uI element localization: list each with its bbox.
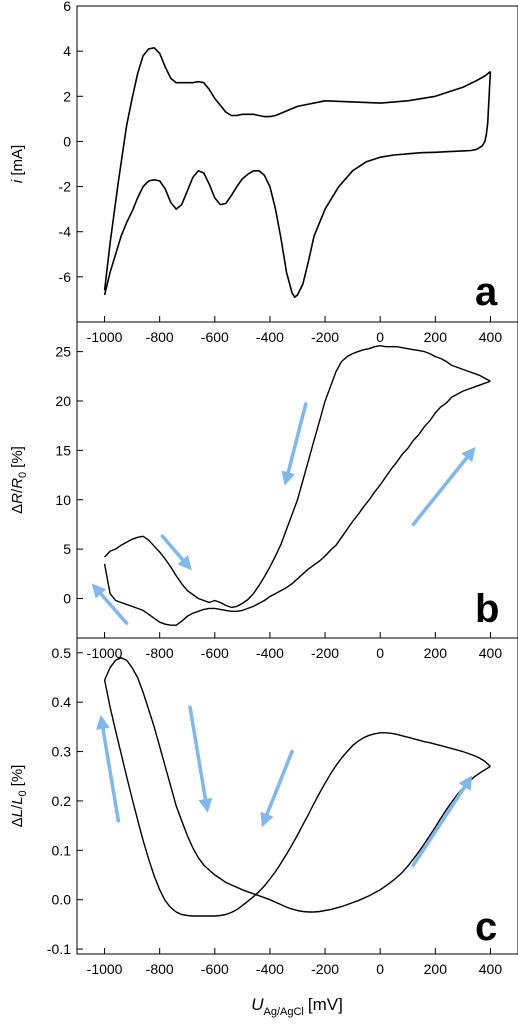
direction-arrow [411, 775, 473, 867]
series-curve-1 [103, 380, 491, 626]
x-tick-label: -600 [201, 329, 229, 345]
x-tick-label: -200 [311, 961, 339, 977]
panel-c-x-ticks: -1000 -800 -600 -400 -200 0 200 400 [87, 948, 503, 977]
x-tick-label: 0 [376, 329, 384, 345]
x-tick-label: 400 [479, 329, 503, 345]
direction-arrow [96, 715, 121, 823]
series-curve-2 [103, 71, 492, 298]
x-tick-label: -600 [201, 645, 229, 661]
panel-a-curves [103, 47, 492, 298]
y-tick-label: -2 [59, 179, 72, 195]
direction-arrow [411, 446, 476, 527]
panel-a-label: a [475, 270, 498, 314]
y-tick-label: -0.1 [47, 941, 71, 957]
series-curve-2 [104, 345, 491, 609]
x-tick-label: 0 [376, 645, 384, 661]
x-tick-label: -800 [146, 645, 174, 661]
x-tick-label: -400 [256, 961, 284, 977]
panel-b-x-ticks: -1000 -800 -600 -400 -200 0 200 400 [87, 632, 503, 661]
series-curve-2 [103, 679, 491, 917]
panel-b-label: b [475, 587, 499, 631]
y-tick-label: 15 [55, 442, 71, 458]
x-tick-label: -200 [311, 645, 339, 661]
y-tick-label: -6 [59, 269, 72, 285]
direction-arrow [260, 749, 294, 828]
x-tick-label: -800 [146, 961, 174, 977]
panel-c-arrows [96, 705, 473, 867]
y-tick-label: 25 [55, 344, 71, 360]
y-tick-label: 6 [63, 0, 71, 14]
panel-c-label: c [475, 905, 497, 949]
panel-b-y-axis-label: ΔR/R0[%] [9, 446, 29, 514]
y-tick-label: 0.2 [52, 793, 72, 809]
y-tick-label: 5 [63, 541, 71, 557]
panel-c-y-axis-label: ΔL/L0[%] [9, 765, 29, 828]
panel-b-y-ticks: 25 20 15 10 5 0 [55, 344, 83, 607]
direction-arrow [281, 402, 308, 486]
panel-b-curves [103, 345, 491, 626]
x-tick-label: -600 [201, 961, 229, 977]
direction-arrow [188, 705, 213, 813]
y-tick-label: 0 [63, 591, 71, 607]
y-tick-label: 2 [63, 88, 71, 104]
panel-b-frame [76, 321, 518, 639]
panel-b-arrows [91, 402, 476, 625]
direction-arrow [160, 534, 192, 571]
y-tick-label: 4 [63, 43, 71, 59]
x-tick-label: -1000 [87, 961, 123, 977]
panel-a-y-ticks: 6 4 2 0 -2 -4 -6 [59, 0, 83, 285]
x-tick-label: -200 [311, 329, 339, 345]
y-tick-label: 0.1 [52, 842, 72, 858]
x-tick-label: -1000 [87, 645, 123, 661]
panel-a-frame [76, 5, 518, 323]
panel-a-x-ticks: -1000 -800 -600 -400 -200 0 200 400 [87, 316, 503, 345]
panel-a-y-axis-label: i [mA] [9, 145, 26, 183]
x-tick-label: 400 [479, 961, 503, 977]
x-axis-label: UAg/AgCl [mV] [251, 995, 343, 1018]
y-tick-label: 0.5 [52, 645, 72, 661]
direction-arrow [91, 583, 129, 625]
x-tick-label: 0 [376, 961, 384, 977]
panel-c-curves [103, 657, 491, 917]
y-tick-label: 0.0 [52, 892, 72, 908]
y-tick-label: 0.4 [52, 694, 72, 710]
series-curve-1 [103, 657, 491, 913]
x-tick-label: -1000 [87, 329, 123, 345]
y-tick-label: 20 [55, 393, 71, 409]
x-tick-label: 200 [424, 961, 448, 977]
x-tick-label: -400 [256, 329, 284, 345]
panel-c-frame [76, 637, 518, 955]
series-curve-1 [103, 47, 491, 291]
y-tick-label: 0 [63, 133, 71, 149]
y-tick-label: 10 [55, 492, 71, 508]
x-tick-label: 200 [424, 645, 448, 661]
x-tick-label: -400 [256, 645, 284, 661]
y-tick-label: -4 [59, 224, 72, 240]
panel-c: 0.5 0.4 0.3 0.2 0.1 0.0 -0.1 -1000 -800 -600 -400… [9, 637, 518, 977]
x-tick-label: -800 [146, 329, 174, 345]
y-tick-label: 0.3 [52, 744, 72, 760]
panel-c-y-ticks: 0.5 0.4 0.3 0.2 0.1 0.0 -0.1 [47, 645, 83, 957]
x-tick-label: 400 [479, 645, 503, 661]
x-tick-label: 200 [424, 329, 448, 345]
